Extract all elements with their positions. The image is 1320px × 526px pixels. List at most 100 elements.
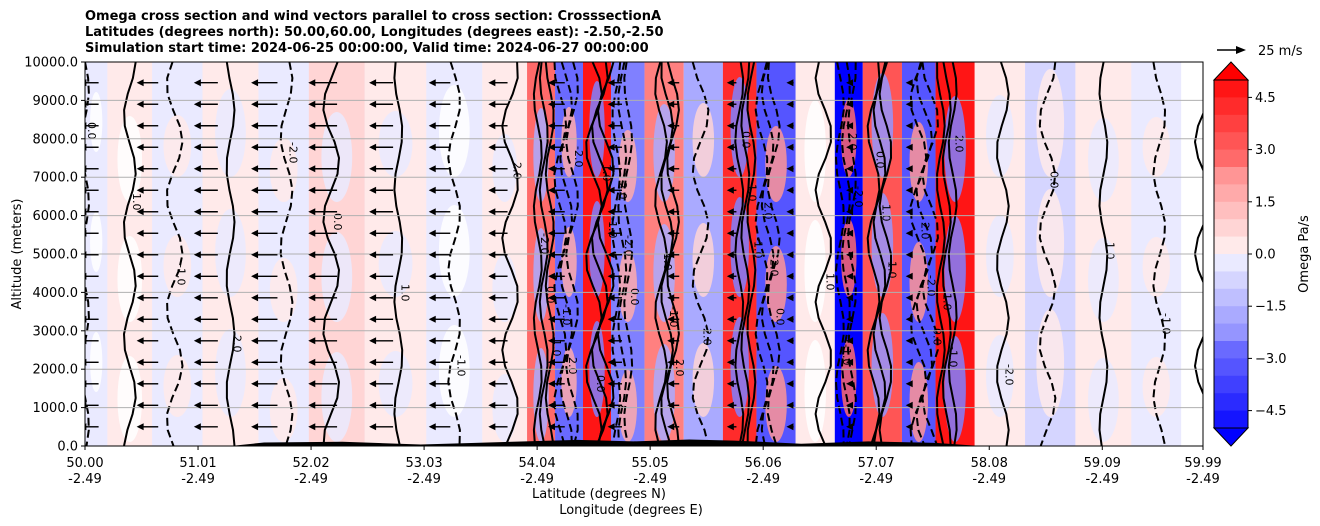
wind-vector-head: [607, 358, 615, 366]
wind-vector-head: [846, 423, 854, 431]
colorbar-swatch: [1214, 80, 1248, 98]
wind-vector-head: [547, 208, 555, 216]
wind-vector-head: [136, 423, 144, 431]
wind-vector-head: [786, 423, 794, 431]
wind-vector-head: [726, 229, 734, 237]
wind-vector-head: [786, 294, 794, 302]
wind-vector-head: [667, 229, 675, 237]
wind-vector-head: [786, 100, 794, 108]
wind-vector-head: [369, 186, 377, 194]
wind-vector-head: [193, 79, 201, 87]
contour-label: 1.0: [1103, 242, 1116, 260]
wind-vector-head: [726, 100, 734, 108]
wind-vector-head: [428, 294, 436, 302]
x-tick-label-lat: 51.01: [179, 456, 216, 471]
wind-vector-head: [251, 315, 259, 323]
wind-vector-head: [369, 122, 377, 130]
wind-vector-layer: [85, 79, 913, 431]
wind-vector-head: [369, 165, 377, 173]
wind-vector-head: [846, 100, 854, 108]
wind-vector-head: [547, 229, 555, 237]
wind-vector-head: [136, 100, 144, 108]
wind-vector-head: [308, 337, 316, 345]
wind-vector-head: [726, 294, 734, 302]
x-axis-label-longitude: Longitude (degrees E): [559, 503, 703, 518]
y-tick-label: 6000.0: [33, 209, 79, 224]
contour-label: -1.0: [454, 355, 467, 376]
omega-blob: [163, 235, 192, 297]
colorbar-swatch: [1214, 341, 1248, 359]
wind-vector-head: [607, 122, 615, 130]
terrain-silhouette: [230, 439, 981, 446]
omega-blob: [692, 103, 715, 177]
wind-vector-head: [308, 229, 316, 237]
wind-vector-head: [786, 208, 794, 216]
wind-vector-head: [308, 143, 316, 151]
wind-vector-head: [193, 100, 201, 108]
x-axis-label-latitude: Latitude (degrees N): [532, 487, 666, 502]
wind-vector-head: [786, 229, 794, 237]
wind-vector-head: [905, 358, 913, 366]
contour-label: 1.0: [130, 193, 143, 211]
omega-blob: [269, 258, 298, 322]
omega-blob: [215, 329, 246, 417]
wind-vector-head: [488, 423, 496, 431]
wind-vector-head: [726, 423, 734, 431]
x-tick-label-lat: 58.08: [971, 456, 1008, 471]
wind-vector-head: [136, 165, 144, 173]
y-tick-label: 2000.0: [33, 363, 79, 378]
contour-label: -1.0: [947, 346, 960, 367]
wind-vector-head: [547, 186, 555, 194]
wind-vector-head: [846, 380, 854, 388]
wind-vector-head: [308, 79, 316, 87]
wind-vector-head: [547, 165, 555, 173]
wind-vector-head: [607, 423, 615, 431]
wind-vector-head: [136, 79, 144, 87]
colorbar-extend-bottom: [1212, 427, 1250, 447]
wind-vector-head: [251, 358, 259, 366]
contour-label: 2.0: [673, 359, 686, 377]
wind-vector-head: [136, 401, 144, 409]
y-tick-label: 5000.0: [33, 248, 79, 263]
wind-vector-head: [308, 122, 316, 130]
wind-vector-head: [726, 122, 734, 130]
wind-vector-head: [193, 315, 201, 323]
wind-vector-head: [369, 315, 377, 323]
wind-vector-head: [607, 229, 615, 237]
colorbar-swatch: [1214, 149, 1248, 168]
wind-vector-head: [193, 186, 201, 194]
wind-vector-head: [428, 337, 436, 345]
x-tick-label-lon: -2.49: [1085, 472, 1119, 487]
wind-vector-head: [667, 251, 675, 259]
wind-vector-head: [251, 423, 259, 431]
wind-vector-head: [786, 79, 794, 87]
omega-blob: [215, 89, 246, 177]
contour-label: 1.0: [600, 164, 613, 182]
wind-vector-head: [667, 423, 675, 431]
wind-vector-head: [905, 208, 913, 216]
wind-vector-head: [667, 315, 675, 323]
colorbar-tick-label: −3.0: [1255, 352, 1287, 367]
omega-blob: [378, 351, 413, 417]
wind-vector-head: [726, 401, 734, 409]
contour-label: 0.0: [1047, 171, 1060, 189]
wind-vector-head: [193, 165, 201, 173]
wind-vector-head: [726, 79, 734, 87]
colorbar-swatch: [1214, 375, 1248, 394]
wind-vector-head: [726, 380, 734, 388]
wind-vector-head: [547, 79, 555, 87]
contour-label: 1.0: [941, 293, 954, 311]
omega-blob: [765, 126, 787, 202]
wind-vector-head: [846, 315, 854, 323]
wind-vector-head: [428, 272, 436, 280]
x-axis: 50.00-2.4951.01-2.4952.02-2.4953.03-2.49…: [66, 446, 1222, 487]
omega-blob: [841, 339, 857, 417]
wind-vector-head: [726, 272, 734, 280]
omega-blob: [804, 100, 826, 202]
wind-vector-head: [786, 358, 794, 366]
wind-vector-head: [308, 100, 316, 108]
omega-blob: [1036, 189, 1065, 297]
quiver-key-label: 25 m/s: [1258, 44, 1303, 59]
colorbar-swatch: [1214, 97, 1248, 116]
colorbar-tick-label: −4.5: [1255, 404, 1287, 419]
